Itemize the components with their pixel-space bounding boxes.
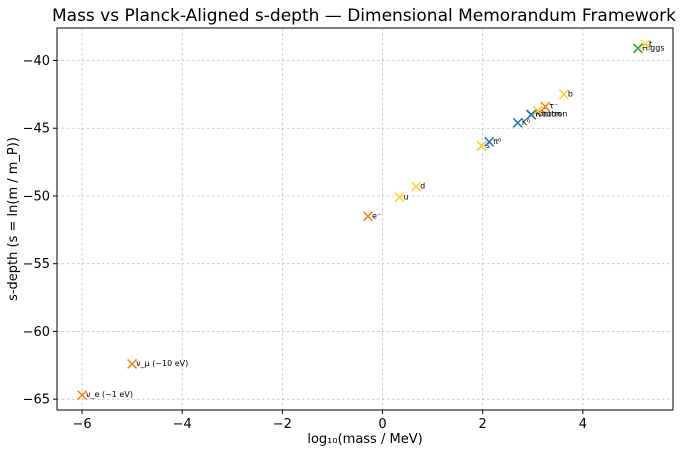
data-point	[639, 39, 650, 50]
point-label: u	[404, 192, 409, 201]
axis-ticks: −6 −4 −2 0 2 4 −65 −60 −55 −50 −45 −40	[23, 54, 587, 432]
point-label: ν_e (~1 eV)	[86, 390, 133, 399]
data-point	[532, 105, 543, 116]
grid	[57, 28, 673, 410]
data-point	[558, 89, 569, 100]
x-axis-label: log₁₀(mass / MeV)	[307, 432, 422, 447]
x-tick-label: −4	[173, 417, 192, 432]
data-point	[484, 136, 495, 147]
point-label: τ⁻	[549, 102, 558, 111]
data-point	[526, 109, 537, 120]
data-point	[77, 390, 88, 401]
x-tick-label: 4	[579, 417, 587, 432]
point-label: c	[542, 106, 546, 115]
data-point	[394, 192, 405, 203]
data-point	[540, 101, 551, 112]
point-label: Higgs	[642, 43, 665, 52]
y-tick-label: −55	[23, 257, 50, 272]
y-tick-label: −40	[23, 54, 50, 69]
data-point	[411, 181, 422, 192]
x-tick-label: −6	[72, 417, 91, 432]
point-label: d	[420, 181, 425, 190]
point-label: t	[649, 39, 652, 48]
plot-frame	[56, 27, 674, 411]
y-axis-label: s-depth (s = ln(m / m_P))	[6, 137, 21, 301]
y-tick-label: −50	[23, 189, 50, 204]
chart-title: Mass vs Planck-Aligned s-depth — Dimensi…	[52, 6, 676, 26]
data-point	[476, 140, 487, 151]
point-label: b	[568, 89, 573, 98]
y-tick-label: −60	[23, 325, 50, 340]
point-label: s	[486, 141, 490, 150]
x-tick-label: 0	[378, 417, 386, 432]
x-tick-label: −2	[273, 417, 292, 432]
data-point	[362, 211, 374, 222]
point-label: Proton	[535, 110, 561, 119]
point-label: π⁰	[493, 137, 501, 146]
x-tick-label: 2	[479, 417, 487, 432]
data-point	[632, 43, 643, 54]
data-point	[512, 117, 523, 128]
point-label: ν_μ (~10 eV)	[136, 359, 188, 368]
y-tick-label: −65	[23, 393, 50, 408]
point-label: Neutron	[535, 110, 567, 119]
point-label: K⁰	[522, 118, 530, 127]
point-label: e⁻	[372, 211, 381, 220]
y-tick-label: −45	[23, 122, 50, 137]
data-point	[127, 358, 138, 369]
data-points: ν_e (~1 eV) ν_μ (~10 eV) e⁻ u d s π⁰ K⁰ ProtonNe…	[77, 39, 665, 401]
